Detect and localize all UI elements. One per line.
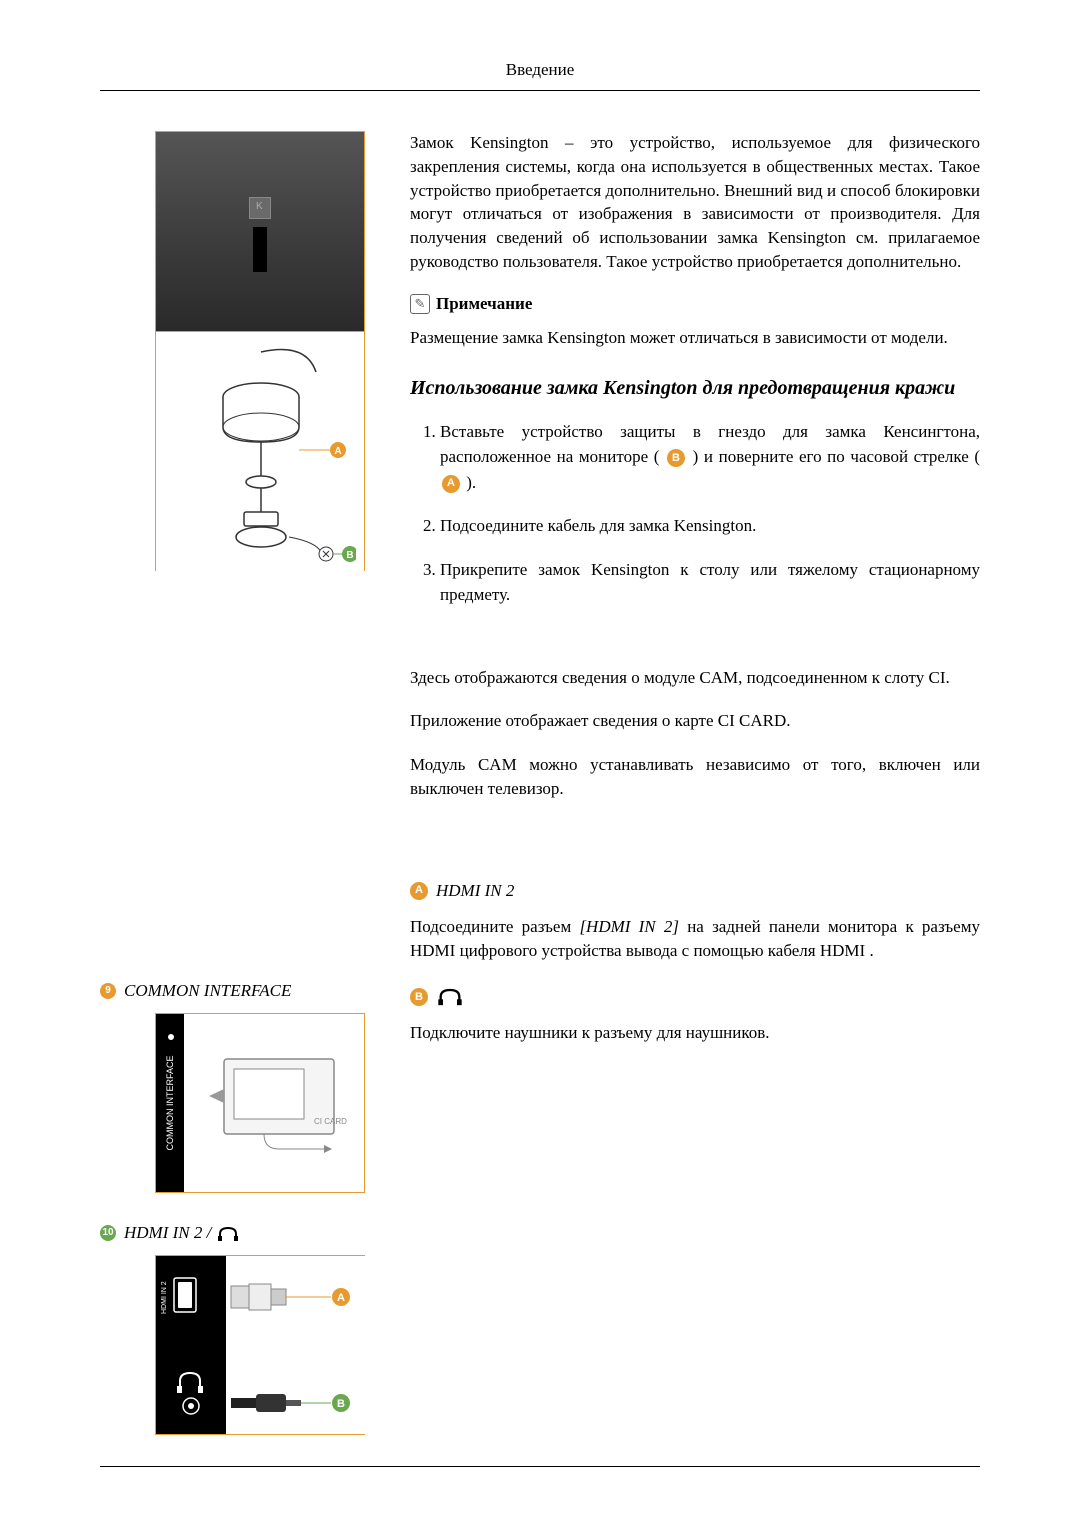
hdmi-b-text: Подключите наушники к разъему для наушни… — [410, 1021, 980, 1045]
ci-port-label: COMMON INTERFACE — [165, 1055, 175, 1150]
right-column: Замок Kensington – это устройство, испол… — [410, 131, 980, 1450]
figure-kensington: A B — [155, 131, 365, 571]
content-area: A B 9 COMMON INTERFACE COMMON INTERFACE — [100, 131, 980, 1450]
hdmi-a-t1: Подсоедините разъем — [410, 917, 579, 936]
step-3: Прикрепите замок Kensington к столу или … — [440, 557, 980, 608]
note-row: ✎ Примечание — [410, 294, 980, 314]
svg-text:HDMI IN 2: HDMI IN 2 — [161, 1281, 168, 1314]
marker-b-hdmi: B — [410, 988, 428, 1006]
hdmi-title-text: HDMI IN 2 / — [124, 1223, 216, 1242]
hdmi-cable-diagram: A B — [226, 1256, 366, 1434]
footer-rule — [100, 1466, 980, 1467]
lock-diagram-svg: A B — [166, 342, 356, 562]
kensington-slot-icon — [249, 197, 271, 219]
left-column: A B 9 COMMON INTERFACE COMMON INTERFACE — [100, 131, 380, 1450]
svg-text:B: B — [346, 550, 353, 561]
figure-ci: COMMON INTERFACE CI CARD — [155, 1013, 365, 1193]
figure-kensington-lock: A B — [156, 332, 364, 572]
marker-b-inline: B — [667, 449, 685, 467]
hdmi-a-em: [HDMI IN 2] — [579, 917, 679, 936]
step-1: Вставьте устройство защиты в гнездо для … — [440, 419, 980, 496]
kensington-subheading: Использование замка Kensington для предо… — [410, 375, 980, 401]
headphone-icon — [216, 1226, 240, 1242]
hdmi-title: HDMI IN 2 / — [124, 1223, 240, 1243]
ci-p2: Приложение отображает сведения о карте C… — [410, 709, 980, 733]
ci-number-marker: 9 — [100, 983, 116, 999]
step-2: Подсоедините кабель для замка Kensington… — [440, 513, 980, 539]
figure-hdmi: HDMI IN 2 — [155, 1255, 365, 1435]
ci-port-panel: COMMON INTERFACE — [156, 1014, 184, 1192]
page-header: Введение — [100, 60, 980, 91]
hdmi-number-marker: 10 — [100, 1225, 116, 1241]
ci-p3: Модуль CAM можно устанавливать независим… — [410, 753, 980, 801]
ci-title: COMMON INTERFACE — [124, 981, 291, 1001]
svg-text:A: A — [334, 446, 341, 457]
step1-text-b: ) и поверните его по часовой стрелке ( — [693, 447, 980, 466]
ci-label-row: 9 COMMON INTERFACE — [100, 981, 380, 1001]
hdmi-a-text: Подсоедините разъем [HDMI IN 2] на задне… — [410, 915, 980, 963]
hdmi-b-row: B — [410, 987, 980, 1007]
svg-text:B: B — [337, 1398, 345, 1410]
hdmi-a-row: A HDMI IN 2 — [410, 881, 980, 901]
ci-p1: Здесь отображаются сведения о модуле CAM… — [410, 666, 980, 690]
ci-card-diagram: CI CARD — [184, 1014, 364, 1192]
hdmi-label-row: 10 HDMI IN 2 / — [100, 1223, 380, 1243]
kensington-intro: Замок Kensington – это устройство, испол… — [410, 131, 980, 274]
svg-text:A: A — [337, 1292, 345, 1304]
marker-a-inline: A — [442, 475, 460, 493]
note-icon: ✎ — [410, 294, 430, 314]
headphone-icon-b — [436, 987, 464, 1007]
kensington-steps: Вставьте устройство защиты в гнездо для … — [410, 419, 980, 608]
kensington-bar-icon — [253, 227, 267, 272]
note-label: Примечание — [436, 294, 532, 314]
step1-text-c: ). — [466, 473, 476, 492]
kensington-note-text: Размещение замка Kensington может отлича… — [410, 326, 980, 350]
hdmi-port-panel: HDMI IN 2 — [156, 1256, 226, 1434]
figure-kensington-device — [156, 132, 364, 332]
svg-text:CI CARD: CI CARD — [314, 1117, 347, 1126]
hdmi-a-label: HDMI IN 2 — [436, 881, 514, 901]
marker-a-hdmi: A — [410, 882, 428, 900]
